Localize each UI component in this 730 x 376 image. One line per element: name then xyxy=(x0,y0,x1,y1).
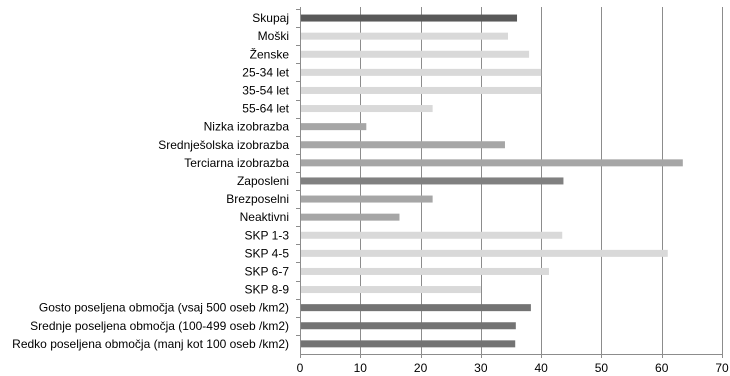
category-label: Srednješolska izobrazba xyxy=(158,138,289,152)
category-label: SKP 8-9 xyxy=(245,283,290,297)
category-label: Neaktivni xyxy=(240,210,289,224)
category-label: Ženske xyxy=(250,46,290,61)
category-label: Redko poseljena območja (manj kot 100 os… xyxy=(12,337,289,351)
x-tick-label: 70 xyxy=(715,361,729,375)
bar xyxy=(300,267,549,275)
category-label: 35-54 let xyxy=(242,83,289,97)
bar xyxy=(300,195,433,203)
category-label: Brezposelni xyxy=(226,192,289,206)
bar xyxy=(300,105,433,113)
category-label: 55-64 let xyxy=(242,102,289,116)
category-label: Nizka izobrazba xyxy=(204,120,290,134)
bar xyxy=(300,322,516,330)
axis-layer xyxy=(296,7,723,358)
x-tick-label: 0 xyxy=(297,361,304,375)
category-label: SKP 4-5 xyxy=(245,246,290,260)
category-label: SKP 6-7 xyxy=(245,264,290,278)
x-tick-label: 20 xyxy=(414,361,428,375)
bar xyxy=(300,213,400,221)
category-label: Zaposleni xyxy=(237,174,289,188)
bar xyxy=(300,123,367,131)
bar xyxy=(300,249,668,257)
bar xyxy=(300,286,481,294)
bar xyxy=(300,86,542,94)
x-tick-label: 50 xyxy=(595,361,609,375)
category-label: Terciarna izobrazba xyxy=(184,156,289,170)
bar xyxy=(300,159,683,167)
bar xyxy=(300,231,563,239)
bar-layer xyxy=(300,14,683,348)
x-tick-label: 60 xyxy=(655,361,669,375)
category-label: Skupaj xyxy=(252,11,289,25)
category-label: SKP 1-3 xyxy=(245,228,290,242)
bar xyxy=(300,340,516,348)
bar xyxy=(300,50,530,58)
category-label-layer: Skupaj Moški Ženske 25-34 let 35-54 let 55-64… xyxy=(12,11,289,351)
x-tick-label: 30 xyxy=(474,361,488,375)
x-tick-label: 10 xyxy=(354,361,368,375)
bar xyxy=(300,14,518,22)
x-tick-label: 40 xyxy=(534,361,548,375)
category-label: Srednje poseljena območja (100-499 oseb … xyxy=(30,319,289,333)
category-label: Gosto poseljena območja (vsaj 500 oseb /… xyxy=(39,301,289,315)
bar xyxy=(300,141,505,149)
bar xyxy=(300,68,542,76)
category-label: Moški xyxy=(258,29,289,43)
bar xyxy=(300,304,531,312)
bar xyxy=(300,32,508,40)
bar xyxy=(300,177,564,185)
category-label: 25-34 let xyxy=(242,65,289,79)
tick-label-layer: 0 10 20 30 40 50 60 70 xyxy=(297,361,729,375)
